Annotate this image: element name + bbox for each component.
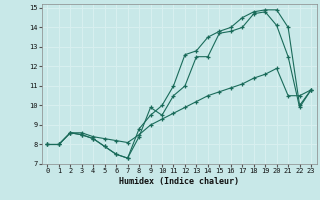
X-axis label: Humidex (Indice chaleur): Humidex (Indice chaleur)	[119, 177, 239, 186]
